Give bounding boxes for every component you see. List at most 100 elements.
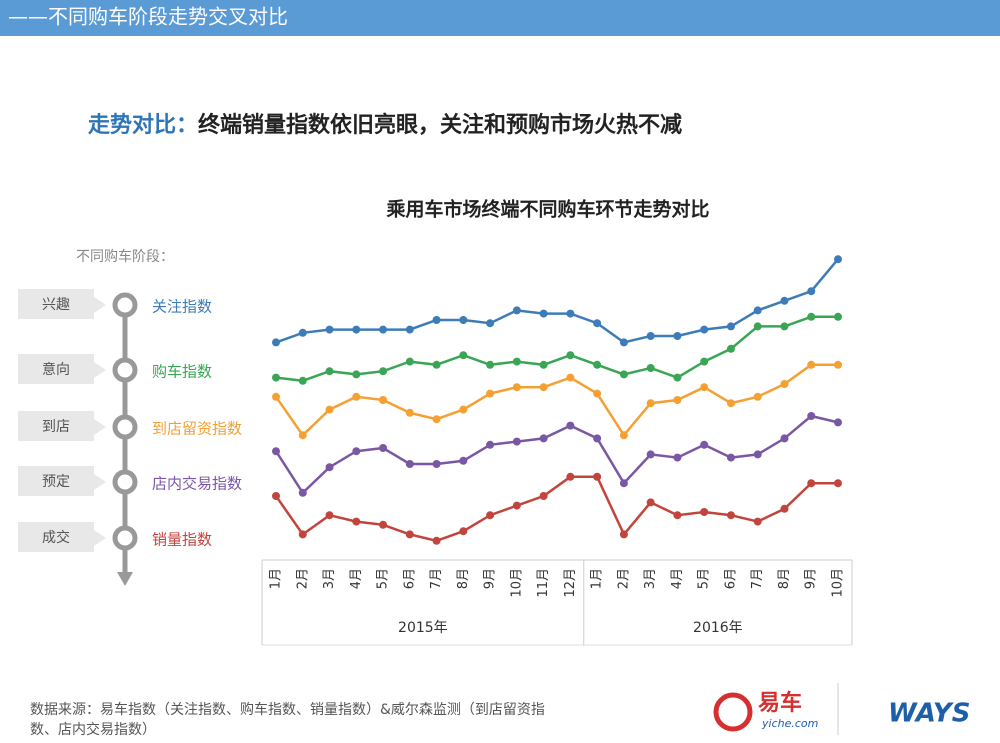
stage-box [18, 289, 94, 319]
data-point [566, 309, 575, 318]
data-point [807, 360, 816, 369]
data-point [780, 296, 789, 305]
x-tick-label: 9月 [804, 568, 819, 589]
data-point [700, 440, 709, 449]
x-tick-label: 6月 [723, 568, 738, 589]
series-line [275, 258, 839, 344]
data-point [834, 312, 842, 321]
data-point [619, 530, 628, 539]
stage-pointer [94, 362, 106, 378]
x-tick-label: 8月 [456, 568, 471, 589]
data-point [726, 344, 735, 353]
data-point [486, 440, 495, 449]
data-point [432, 316, 441, 324]
data-point [325, 511, 334, 520]
stage-node [112, 292, 138, 318]
data-point [459, 316, 468, 324]
data-point [512, 306, 521, 315]
series-line [274, 475, 838, 543]
stage-pointer [94, 530, 106, 546]
data-point [272, 447, 280, 456]
data-point [593, 360, 602, 369]
headline: 走势对比：终端销量指数依旧亮眼，关注和预购市场火热不减 [88, 112, 682, 138]
stage-label: 到店 [42, 419, 70, 435]
x-tick-label: 3月 [643, 568, 658, 589]
legend-title: 不同购车阶段： [76, 248, 174, 265]
data-point [726, 511, 735, 520]
data-point [298, 376, 307, 385]
data-point [539, 434, 548, 443]
data-point [780, 504, 789, 513]
data-point [700, 357, 709, 366]
data-point [459, 456, 468, 465]
x-tick-label: 12月 [563, 568, 578, 598]
x-tick-label: 5月 [376, 568, 391, 589]
data-point [807, 287, 816, 296]
stage-box [18, 522, 94, 552]
x-tick-label: 9月 [483, 568, 498, 589]
data-point [459, 351, 468, 360]
data-point [325, 325, 334, 334]
logo-yiche-sub: yiche.com [761, 717, 818, 730]
year-label: 2016年 [693, 620, 743, 636]
x-tick-label: 1月 [590, 568, 605, 589]
data-point [379, 367, 388, 376]
x-tick-label: 10月 [831, 568, 846, 598]
data-point [405, 357, 414, 366]
data-point [807, 412, 816, 420]
x-tick-label: 1月 [269, 568, 284, 589]
data-point [646, 498, 655, 507]
data-point [700, 508, 709, 516]
data-point [352, 392, 361, 401]
x-tick-label: 4月 [670, 568, 685, 589]
x-tick-label: 7月 [750, 568, 765, 589]
data-point [780, 380, 789, 388]
data-point [673, 396, 682, 404]
series-line [274, 363, 838, 438]
data-point [753, 322, 762, 331]
data-point [673, 511, 682, 520]
data-point [807, 312, 816, 321]
stage-node [112, 357, 138, 383]
data-point [566, 351, 575, 360]
data-point [272, 373, 280, 382]
data-point [405, 325, 414, 334]
source-line1: 数据来源：易车指数（关注指数、购车指数、销量指数）&威尔森监测（到店留资指 [30, 701, 545, 718]
data-point [619, 370, 628, 379]
data-point [298, 530, 307, 539]
data-point [593, 472, 602, 481]
data-point [780, 322, 789, 331]
legend-label: 销量指数 [152, 531, 212, 549]
data-point [700, 383, 709, 392]
stage-box [18, 466, 94, 496]
series-line [274, 414, 839, 495]
data-point [646, 332, 655, 340]
data-point [673, 332, 682, 340]
stage-box [18, 354, 94, 384]
data-point [379, 520, 388, 529]
data-point [272, 492, 280, 500]
stage-pointer [94, 474, 106, 490]
chart-title: 乘用车市场终端不同购车环节走势对比 [385, 198, 709, 221]
data-point [566, 472, 575, 481]
legend-label: 到店留资指数 [152, 420, 242, 438]
data-point [700, 325, 709, 334]
x-tick-label: 6月 [402, 568, 417, 589]
data-point [646, 399, 655, 408]
data-point [566, 373, 575, 382]
data-point [512, 437, 521, 446]
data-point [405, 408, 414, 417]
logo-ways: WAYS [888, 699, 970, 729]
data-point [432, 360, 441, 369]
data-point [726, 453, 735, 462]
x-tick-label: 10月 [509, 568, 524, 598]
data-point [486, 319, 495, 328]
data-point [432, 536, 441, 545]
data-point [566, 421, 575, 430]
data-point [646, 364, 655, 372]
data-point [726, 399, 735, 408]
data-point [405, 460, 414, 468]
data-point [512, 383, 521, 392]
